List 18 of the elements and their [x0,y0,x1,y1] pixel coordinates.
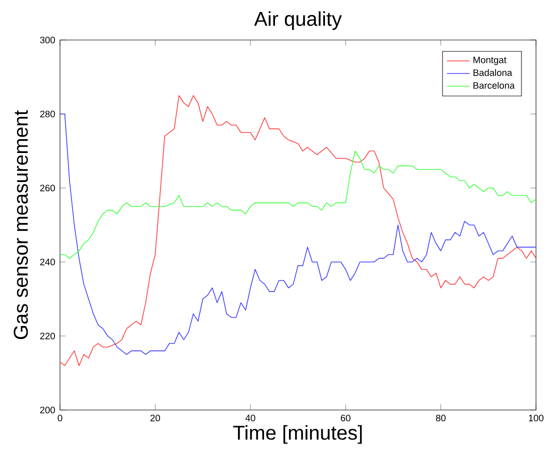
y-tick-label: 260 [40,184,55,192]
y-tick-label: 200 [40,406,55,414]
y-tick-label: 220 [40,332,55,340]
y-tick-label: 300 [40,36,55,44]
chart-title: Air quality [254,11,342,30]
legend-label: Barcelona [474,82,515,89]
x-tick-label: 0 [58,414,62,422]
x-tick-label: 40 [245,414,256,422]
x-tick-label: 20 [150,414,160,422]
x-tick-label: 60 [340,414,350,422]
legend-label: Badalona [474,69,512,76]
y-tick-label: 280 [40,110,55,118]
x-axis-title: Time [minutes] [233,425,362,444]
x-tick-label: 100 [528,414,544,422]
y-axis-title: Gas sensor measurement [14,110,28,340]
x-tick-label: 80 [436,414,446,422]
legend-label: Montgat [474,56,506,66]
y-tick-label: 240 [40,258,55,266]
